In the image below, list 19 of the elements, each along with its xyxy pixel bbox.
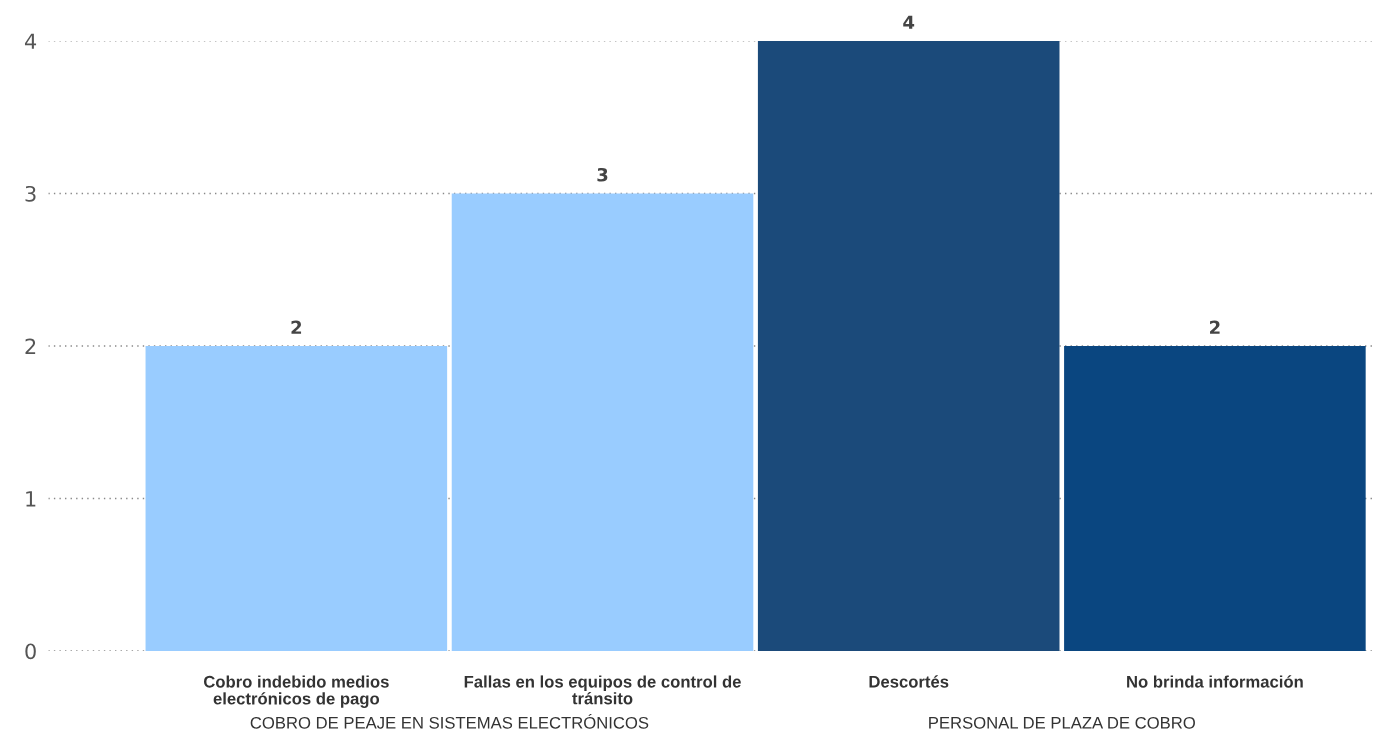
x-tick-label: No brinda información <box>1127 675 1303 688</box>
x-tick-label: Descortés <box>869 675 949 688</box>
bar <box>757 40 1060 651</box>
data-label: 2 <box>1210 320 1220 334</box>
text: COBRO DE PEAJE EN SISTEMAS ELECTRÓNICOS <box>250 714 649 729</box>
bar <box>451 193 754 651</box>
y-tick-label: 4 <box>24 33 37 49</box>
y-tick-label: 1 <box>26 491 36 507</box>
text: PERSONAL DE PLAZA DE COBRO <box>929 716 1195 729</box>
data-label: 2 <box>291 320 302 334</box>
bar <box>145 345 448 651</box>
x-tick-label: Cobro indebido medios electrónicos de pago <box>203 675 389 708</box>
bar <box>1064 345 1366 651</box>
data-label: 3 <box>597 167 608 182</box>
x-tick-label: Fallas en los equipos de control de tránsito <box>464 675 741 705</box>
y-tick-label: 0 <box>25 643 36 660</box>
y-tick-label: 3 <box>25 185 36 202</box>
y-tick-label: 2 <box>25 338 36 354</box>
data-label: 4 <box>903 15 915 29</box>
